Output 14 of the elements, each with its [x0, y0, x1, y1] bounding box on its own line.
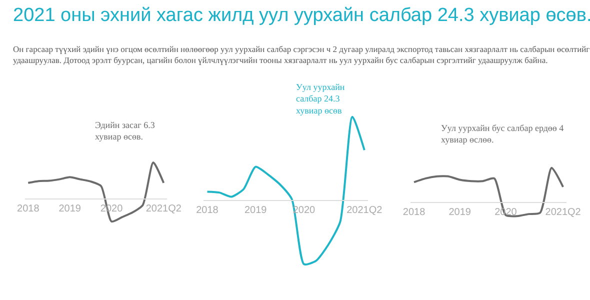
x-tick-label: 2018 [402, 206, 426, 218]
text: Эдийн засаг 6.3 хувиар өсөв. [95, 120, 156, 142]
text: Уул уурхайн салбар 24.3 хувиар өсөв [296, 82, 345, 116]
x-tick-label: 2019 [58, 203, 82, 214]
x-tick-label: 2019 [448, 206, 472, 218]
text: Уул уурхайн бус салбар ердөө 4 хувиар өслөө. [441, 123, 564, 145]
x-tick-label: 2018 [17, 203, 40, 214]
text: 2021 оны эхний хагас жилд уул уурхайн салбар 24.3 хувиар өсөв. [13, 5, 590, 26]
x-tick-label: 2019 [244, 205, 268, 216]
x-tick-label: 2021Q2 [346, 205, 383, 216]
x-tick-label: 2021Q2 [146, 203, 182, 214]
x-tick-label: 2021Q2 [545, 206, 582, 218]
x-tick-label: 2018 [196, 205, 219, 216]
text: Он гарсаар түүхий эдийн үнэ огцом өсөлтийн нөлөөгөөр уул уурхайн салбар сэргэсэн ч 2 дугаар улиралд экспортод тавьсан хязгаарлалт нь салбарын өсөлтийг удаашруулав. Дотоод эрэлт буурсан, цагийн болон үйлчлүүлэгчийн тооны хязгаарлалт нь уул уурхайн бус салбарын сэргэлтийг удаашруулж байна. [13, 44, 590, 66]
